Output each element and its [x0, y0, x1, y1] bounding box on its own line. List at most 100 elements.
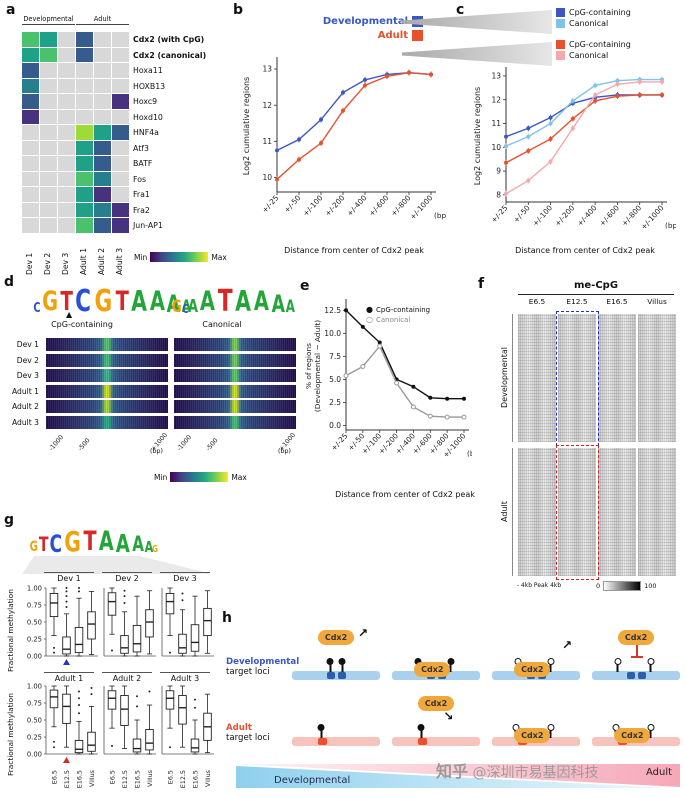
heatmap-cell: [112, 94, 129, 109]
heatmap-row-label: Adult 2: [11, 402, 39, 411]
heatmap-cell: [40, 202, 57, 217]
svg-text:5.0: 5.0: [329, 375, 341, 384]
heatmap-row-label: Jun-AP1: [133, 221, 163, 230]
logo-letter: T: [217, 283, 233, 319]
legend-row: CpG-containing: [556, 40, 631, 49]
heatmap-cell: [76, 125, 93, 140]
model-row: Adult target loci Cdx2 ↘ Cdx2 Cdx2: [226, 696, 682, 752]
mecpg-heatmap-cell: [558, 448, 596, 576]
heatmap-cell: [112, 47, 129, 62]
svg-text:(bp): (bp): [467, 449, 472, 458]
heatmap-cell: [22, 140, 39, 155]
heatmap-cell: [58, 47, 75, 62]
methylation-lollipop: [317, 724, 325, 738]
lollipop-stem: [549, 730, 552, 738]
heatmap-cell: [40, 140, 57, 155]
heatmap-row-label: Hoxd10: [133, 112, 163, 122]
heatmap-cell: [58, 94, 75, 109]
methylation-lollipop: [417, 724, 425, 738]
mecpg-col-header: E12.5: [566, 297, 588, 306]
heatmap-cell: [112, 140, 129, 155]
logo-letter: A: [181, 296, 191, 316]
logo-letter: G: [94, 283, 113, 319]
target-locus-bar: [292, 671, 380, 680]
heatmap-cell: [22, 47, 39, 62]
panel-b-line-chart: 10 11 12 13 +/-25 +/-50 +/-100 +/-200 +/-400 +/-6…: [241, 52, 449, 246]
svg-text:(bp): (bp): [434, 211, 447, 220]
adult-mecpg-block: [518, 448, 676, 576]
svg-text:0.00: 0.00: [27, 652, 42, 660]
cdx2-protein: Cdx2: [614, 728, 651, 743]
heatmap-cell: [94, 202, 111, 217]
heatmap-cell: [94, 156, 111, 171]
model-scene: Cdx2: [590, 630, 682, 686]
legend-marker: ●: [366, 305, 373, 314]
logo-letter: A: [116, 528, 131, 558]
cpg-position-marker: ▲: [66, 310, 73, 319]
svg-text:12.5: 12.5: [324, 306, 341, 315]
mecpg-heatmap-cell: [598, 314, 636, 442]
adult-group-label: Adult: [500, 501, 509, 523]
svg-text:7.5: 7.5: [329, 352, 341, 361]
svg-text:0.75: 0.75: [27, 699, 42, 707]
logo-letter: T: [60, 287, 74, 318]
svg-text:Developmental: Developmental: [274, 775, 350, 786]
heatmap-row-label: HNF4a: [133, 128, 159, 137]
binding-site-segment: [418, 738, 428, 745]
heatmap-cell: [112, 171, 129, 186]
svg-text:13: 13: [262, 65, 272, 74]
developmental-adult-gradient: Developmental Adult: [234, 760, 682, 796]
svg-text:+/-200: +/-200: [553, 203, 577, 228]
svg-text:+/-400: +/-400: [575, 203, 599, 228]
heatmap-a-colorbar: Min Max: [134, 252, 227, 262]
heatmap-cell: [58, 32, 75, 47]
panel-c-label: c: [456, 2, 465, 18]
heatmap-cell: [94, 109, 111, 124]
heatmap-cell: [22, 202, 39, 217]
panel-h-label: h: [222, 610, 232, 626]
mecpg-col-header: E16.5: [606, 297, 628, 306]
svg-text:+/-25: +/-25: [489, 203, 509, 224]
logo-letter: A: [253, 286, 269, 318]
svg-text:E16.5: E16.5: [133, 770, 141, 788]
mecpg-colorbar-min: 0: [596, 582, 601, 590]
target-locus-bar: [392, 737, 480, 746]
model-rows: Developmental target loci Cdx2 ↗ Cdx2 Cdx2 ↗ Cd…: [226, 626, 682, 762]
panel-e-legend: ● CpG-containing ○ Canonical: [366, 305, 431, 324]
developmental-group-bracket: [512, 314, 513, 442]
logo-letter: A: [188, 295, 199, 317]
svg-text:Log2 cumulative regions: Log2 cumulative regions: [242, 77, 251, 175]
svg-text:Villus: Villus: [146, 769, 154, 787]
lollipop-stem: [449, 664, 452, 672]
panel-f-mecpg-heatmap: f me-CpG E6.5 E12.5 E16.5 Villus Developmen…: [478, 276, 685, 608]
heatmap-row-label: Cdx2 (canonical): [133, 50, 207, 60]
cdx2-protein: Cdx2: [418, 696, 454, 711]
heatmap-cell: [58, 125, 75, 140]
facet-header: Adult 3: [160, 672, 210, 683]
facet-header: Dev 3: [160, 572, 210, 583]
methylation-lollipop: [614, 658, 622, 672]
logo-letter: C: [49, 529, 62, 558]
lollipop-stem: [649, 664, 652, 672]
heatmap-cell: [76, 94, 93, 109]
heatmap-cell: [112, 78, 129, 93]
watermark-brand: 知乎: [436, 762, 469, 781]
logo-fan-shading: [22, 556, 212, 574]
heatmap-col-label: Adult 3: [115, 247, 124, 275]
svg-text:10: 10: [491, 143, 501, 152]
row-title: Developmental: [226, 656, 300, 667]
logo-letter: A: [235, 284, 252, 318]
signal-heatmap-row: [46, 338, 168, 351]
x-tick-label: -500: [76, 437, 92, 453]
heatmap-row-label: Hoxa11: [133, 66, 163, 75]
logo-letter: A: [167, 289, 181, 318]
heatmap-cell: [58, 63, 75, 78]
methylation-lollipop: [547, 724, 555, 738]
svg-text:+/-400: +/-400: [345, 193, 369, 218]
heatmap-cell: [58, 187, 75, 202]
panel-b-x-axis-title: Distance from center of Cdx2 peak: [284, 246, 424, 255]
mecpg-heatmap-cell: [638, 448, 676, 576]
